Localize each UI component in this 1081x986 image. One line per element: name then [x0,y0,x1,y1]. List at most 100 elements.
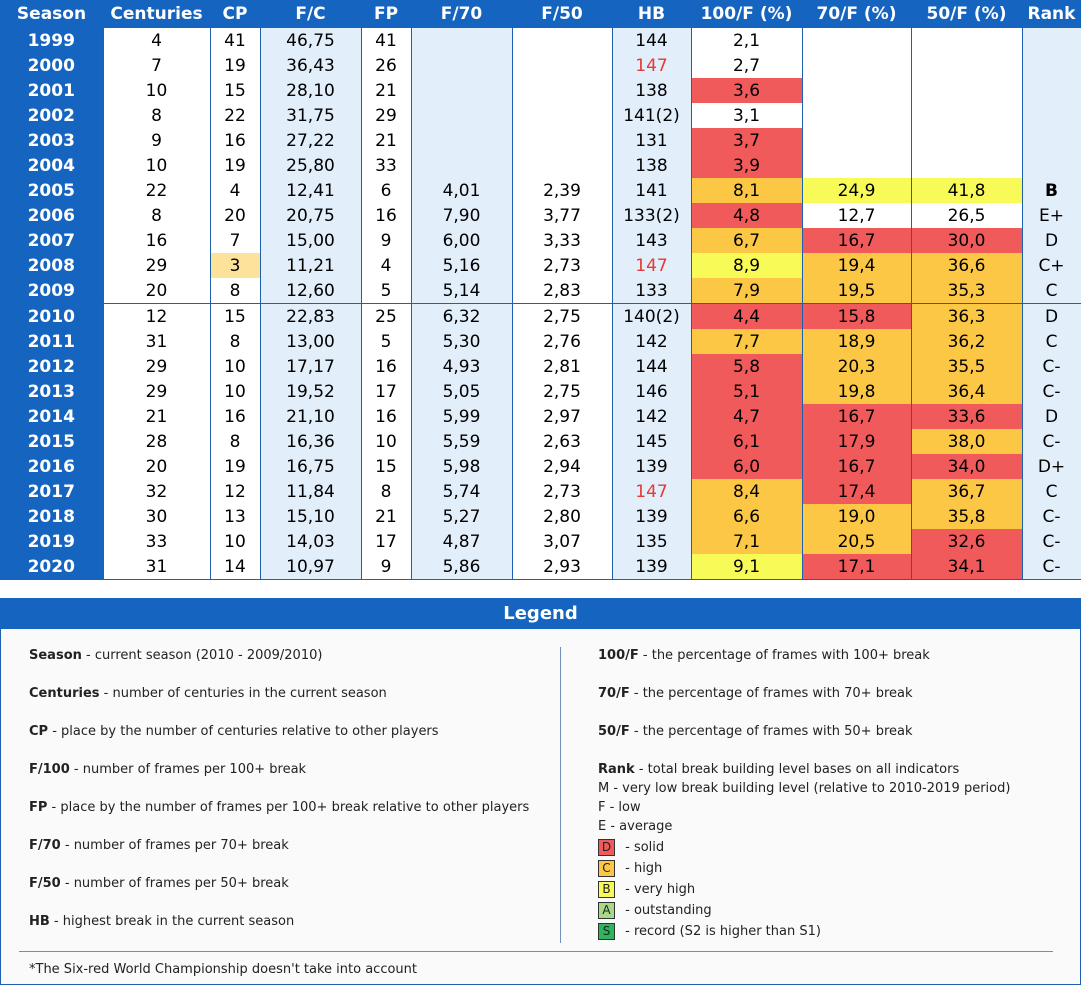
cell-cp: 10 [209,354,260,379]
cell-cp: 14 [209,554,260,580]
header-70f: 70/F (%) [802,0,911,28]
cell-fp: 41 [360,28,411,53]
cell-f50: 2,97 [511,404,612,429]
cell-f50: 2,93 [511,554,612,580]
cell-100f: 6,0 [690,454,802,479]
cell-100f: 9,1 [690,554,802,580]
cell-50f: 38,0 [910,429,1022,454]
cell-cp: 20 [209,203,260,228]
cell-f70: 5,27 [410,504,512,529]
cell-f50 [511,28,612,53]
cell-cp: 4 [209,178,260,203]
cell-rank: C- [1021,504,1081,529]
cell-50f: 34,0 [910,454,1022,479]
cell-hb: 139 [611,504,691,529]
cell-centuries: 30 [102,504,210,529]
table-row: 2016 20 19 16,75 15 5,98 2,94 139 6,0 16,7 34,0 D+ [0,454,1081,479]
cell-cp: 22 [209,103,260,128]
cell-centuries: 16 [102,228,210,253]
cell-fc: 17,17 [259,354,361,379]
legend-footnote: *The Six-red World Championship doesn't … [29,962,418,977]
cell-70f: 16,7 [801,404,911,429]
header-fc: F/C [260,0,361,28]
cell-70f [801,28,911,53]
cell-cp: 8 [209,429,260,454]
cell-70f [801,153,911,178]
cell-f70: 6,32 [410,303,512,329]
cell-fc: 25,80 [259,153,361,178]
cell-rank: C- [1021,429,1081,454]
cell-season: 2007 [0,228,103,253]
cell-rank [1021,103,1081,128]
cell-hb: 141(2) [611,103,691,128]
cell-fp: 21 [360,78,411,103]
table-row: 2010 12 15 22,83 25 6,32 2,75 140(2) 4,4 15,8 36,3… [0,303,1081,329]
legend-fp: FP - place by the number of frames per 1… [29,800,530,815]
cell-season: 2016 [0,454,103,479]
cell-season: 2006 [0,203,103,228]
cell-season: 2014 [0,404,103,429]
cell-fc: 28,10 [259,78,361,103]
cell-50f: 26,5 [910,203,1022,228]
cell-season: 2003 [0,128,103,153]
cell-cp: 12 [209,479,260,504]
cell-rank: C- [1021,379,1081,404]
cell-50f: 36,2 [910,329,1022,354]
cell-fc: 12,60 [259,278,361,304]
cell-fp: 21 [360,128,411,153]
cell-fp: 5 [360,329,411,354]
cell-70f [801,128,911,153]
cell-f70: 4,01 [410,178,512,203]
cell-f70 [410,128,512,153]
cell-100f: 6,6 [690,504,802,529]
cell-season: 2004 [0,153,103,178]
rank-chip-d: D [598,839,615,856]
cell-cp: 16 [209,404,260,429]
cell-100f: 6,1 [690,429,802,454]
cell-f50: 3,07 [511,529,612,554]
cell-cp: 16 [209,128,260,153]
cell-fp: 16 [360,203,411,228]
cell-hb: 146 [611,379,691,404]
header-hb: HB [612,0,691,28]
cell-fp: 15 [360,454,411,479]
legend-rank-d: D - solid [598,839,664,856]
cell-f70: 5,16 [410,253,512,278]
cell-fp: 16 [360,404,411,429]
cell-fp: 5 [360,278,411,304]
cell-season: 2015 [0,429,103,454]
cell-centuries: 7 [102,53,210,78]
cell-season: 2013 [0,379,103,404]
cell-season: 2017 [0,479,103,504]
cell-season: 2019 [0,529,103,554]
cell-cp: 41 [209,28,260,53]
cell-fc: 46,75 [259,28,361,53]
cell-cp: 15 [209,303,260,329]
cell-centuries: 29 [102,379,210,404]
cell-70f: 17,9 [801,429,911,454]
cell-fp: 33 [360,153,411,178]
cell-season: 2020 [0,554,103,580]
table-row: 2017 32 12 11,84 8 5,74 2,73 147 8,4 17,4 36,7 C [0,479,1081,504]
header-cp: CP [210,0,260,28]
cell-f70: 6,00 [410,228,512,253]
cell-70f: 16,7 [801,454,911,479]
cell-100f: 7,9 [690,278,802,304]
header-f70: F/70 [411,0,512,28]
cell-100f: 3,6 [690,78,802,103]
cell-hb: 142 [611,404,691,429]
legend-centuries: Centuries - number of centuries in the c… [29,686,387,701]
legend-rank-s: S - record (S2 is higher than S1) [598,923,821,940]
cell-50f: 32,6 [910,529,1022,554]
legend-season: Season - current season (2010 - 2009/201… [29,648,323,663]
table-row: 2018 30 13 15,10 21 5,27 2,80 139 6,6 19,0 35,8 C- [0,504,1081,529]
season-stats-table: Season Centuries CP F/C FP F/70 F/50 HB … [0,0,1081,580]
cell-fp: 4 [360,253,411,278]
cell-70f: 17,4 [801,479,911,504]
legend-70f: 70/F - the percentage of frames with 70+… [598,686,913,701]
legend-rank-a: A - outstanding [598,902,712,919]
cell-rank: B [1021,178,1081,203]
cell-rank: C [1021,329,1081,354]
legend-rank: Rank - total break building level bases … [598,762,960,777]
legend-separator [19,951,1053,952]
